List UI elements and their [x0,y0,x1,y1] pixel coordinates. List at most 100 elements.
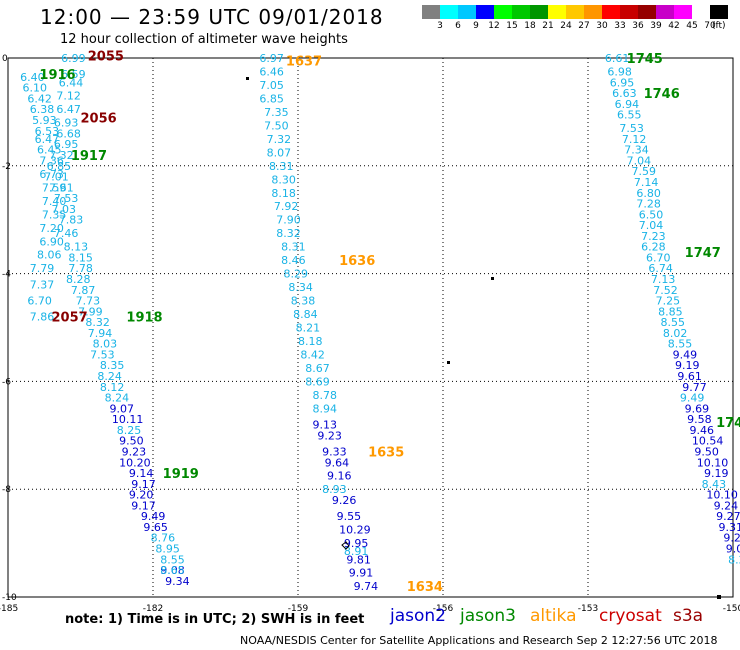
wave-height-value: 7.37 [30,278,55,291]
wave-height-value: 8.78 [313,389,338,402]
wave-height-value: 8.65 [160,564,185,577]
color-scale-label: 36 [632,21,644,31]
wave-height-value: 6.85 [47,160,72,173]
pass-number-label: 1634 [407,580,443,595]
wave-height-value: 7.50 [264,119,289,132]
wave-height-value: 8.84 [293,308,318,321]
wave-height-value: 8.31 [281,241,306,254]
wave-height-value: 6.40 [20,71,45,84]
wave-height-value: 9.49 [141,510,166,523]
color-swatch [674,5,692,19]
wave-height-value: 9.22 [723,532,740,545]
wave-height-value: 9.31 [719,521,740,534]
wave-height-value: 7.79 [30,262,55,275]
land-marks [246,77,721,599]
wave-height-value: 8.38 [291,295,316,308]
wave-height-value: 7.28 [636,198,661,211]
color-swatch [638,5,656,19]
map-title: 12:00 — 23:59 UTC 09/01/2018 [40,5,384,29]
map-grid [7,57,734,598]
wave-height-value: 6.94 [615,98,640,111]
wave-height-value: 8.2 [728,553,740,566]
color-swatch [692,5,710,19]
color-scale-label: 30 [596,21,608,31]
wave-height-value: 7.12 [56,90,80,103]
y-tick-label: 0 [2,54,8,64]
wave-height-value: 7.46 [54,227,79,240]
map-subtitle: 12 hour collection of altimeter wave hei… [60,32,348,47]
wave-height-value: 9.26 [332,494,357,507]
wave-height-value: 6.46 [259,65,284,78]
color-scale-unit: (ft) [712,21,726,31]
wave-height-value: 10.29 [339,524,371,537]
wave-height-value: 8.30 [271,173,296,186]
wave-height-value: 8.31 [269,160,294,173]
color-scale-label: 70 [704,21,716,31]
wave-height-value: 8.06 [37,249,62,262]
wave-height-value: 9.58 [687,413,712,426]
color-swatch [566,5,584,19]
color-scale-label: 39 [650,21,662,31]
wave-height-value: 9.74 [354,580,379,593]
wave-height-value: 8.02 [663,327,688,340]
wave-height-value: 7.61 [49,181,73,194]
wave-height-value: 7.87 [71,284,96,297]
wave-height-value: 8.85 [658,305,683,318]
wave-height-value: 9.34 [165,575,190,588]
wave-height-value: 9.17 [131,499,156,512]
credit-line: NOAA/NESDIS Center for Satellite Applica… [240,634,718,647]
wave-height-value: 9.69 [685,402,710,415]
wave-height-value: 6.53 [35,125,60,138]
island-mark [341,541,350,550]
wave-height-value: 8.12 [100,381,125,394]
color-swatch [530,5,548,19]
wave-height-value: 7.83 [59,214,84,227]
wave-height-value: 7.04 [639,219,664,232]
wave-height-value: 7.92 [274,200,299,213]
wave-height-value: 6.28 [641,241,666,254]
wave-height-value: 8.35 [100,359,125,372]
color-scale-label: 21 [542,21,554,31]
wave-height-value: 8.34 [288,281,313,294]
wave-height-value: 6.55 [617,109,642,122]
wave-height-value: 6.74 [648,262,673,275]
wave-height-value: 7.53 [90,348,115,361]
wave-height-value: 6.93 [54,117,79,130]
wave-height-value: 10.20 [119,456,150,469]
wave-height-value: 7.14 [634,176,659,189]
wave-height-value: 9.13 [313,419,338,432]
wave-height-value: 9.19 [675,359,700,372]
wave-height-value: 7.35 [264,106,289,119]
wave-height-value: 6.95 [54,138,79,151]
wave-height-value: 7.99 [78,305,103,318]
color-swatch [476,5,494,19]
pass-number-label: 1637 [286,55,322,70]
wave-height-value: 8.24 [97,370,122,383]
x-tick-label: -159 [288,604,309,614]
wave-height-value: 9.24 [714,499,739,512]
wave-height-value: 9.50 [119,435,143,448]
wave-height-value: 6.47 [35,133,60,146]
y-tick-label: -6 [2,377,11,387]
pass-number-label: 1747 [685,246,721,261]
wave-height-value: 9.65 [143,521,168,534]
pass-number-label: 1745 [627,52,663,67]
wave-height-value: 6.47 [56,103,80,116]
wave-height-value: 8.95 [155,542,180,555]
wave-height-value: 7.52 [653,284,678,297]
wave-height-value: 9.50 [694,445,719,458]
wave-height-value: 7.01 [44,171,69,184]
wave-height-value: 9.20 [129,489,154,502]
pass-number-label: 1916 [39,68,75,83]
wave-height-value: 7.53 [619,122,644,135]
wave-height-value: 8.28 [66,273,91,286]
wave-height-value: 6.95 [610,76,635,89]
wave-height-value: 7.25 [656,295,681,308]
wave-height-value: 8.03 [93,338,118,351]
wave-height-value: 8.13 [64,241,88,254]
wave-height-value: 10.10 [697,456,729,469]
wave-height-value: 9.46 [690,424,715,437]
wave-height-value: 8.69 [305,375,330,388]
pass-labels: 2055 1916 2056 1917 2057 1918 1919 1637 1636 1635… [39,49,740,595]
